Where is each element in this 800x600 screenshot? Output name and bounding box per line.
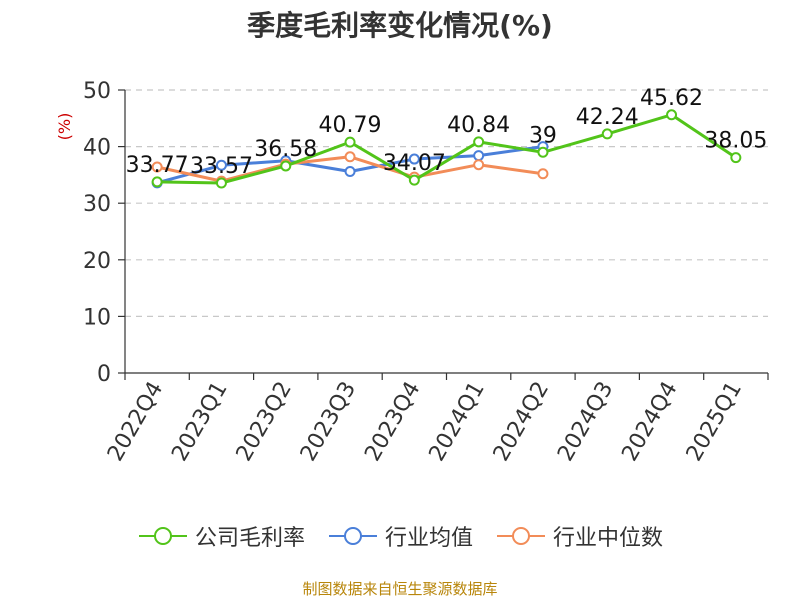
data-label: 40.84	[447, 113, 510, 138]
data-label: 42.24	[576, 105, 639, 130]
legend-dot	[343, 527, 362, 545]
data-label: 34.07	[383, 151, 446, 176]
data-point	[473, 136, 485, 148]
y-tick-label: 20	[83, 249, 111, 274]
data-label: 36.58	[254, 137, 317, 162]
data-point	[408, 153, 420, 165]
legend-marker-icon	[497, 527, 545, 545]
data-point	[537, 168, 549, 180]
legend: 公司毛利率 行业均值 行业中位数	[0, 520, 800, 552]
legend-item[interactable]: 行业均值	[327, 520, 473, 552]
legend-dot	[153, 527, 172, 545]
x-tick-label: 2023Q1	[167, 378, 232, 466]
data-point	[151, 176, 163, 188]
y-tick-label: 50	[83, 79, 111, 104]
data-point	[666, 109, 678, 121]
data-point	[601, 128, 613, 140]
data-label: 33.77	[126, 153, 189, 178]
x-tick-label: 2023Q3	[296, 378, 361, 466]
y-tick-label: 30	[83, 192, 111, 217]
data-label: 40.79	[319, 113, 382, 138]
legend-label: 行业均值	[384, 526, 473, 551]
data-point	[344, 151, 356, 163]
legend-item[interactable]: 行业中位数	[495, 520, 663, 552]
series-line	[157, 113, 737, 185]
data-point	[473, 159, 485, 171]
legend-marker-icon	[138, 527, 187, 545]
data-label: 38.05	[704, 129, 767, 154]
data-point	[344, 136, 356, 148]
y-tick-label: 40	[83, 136, 111, 161]
x-tick-label: 2024Q3	[553, 378, 618, 466]
series-layer	[151, 109, 742, 189]
data-point	[408, 174, 420, 186]
x-tick-label: 2024Q2	[489, 378, 554, 466]
data-point	[344, 166, 356, 178]
legend-item[interactable]: 公司毛利率	[137, 520, 305, 552]
axis-layer: 01020304050(%)2022Q42023Q12023Q22023Q320…	[55, 79, 769, 466]
legend-label: 公司毛利率	[194, 526, 305, 551]
x-tick-label: 2024Q1	[425, 378, 490, 466]
data-label: 33.57	[190, 154, 253, 179]
data-point	[215, 177, 227, 189]
x-tick-label: 2024Q4	[617, 378, 682, 466]
chart-title: 季度毛利率变化情况(%)	[247, 9, 553, 42]
legend-dot	[512, 527, 530, 545]
x-tick-label: 2023Q4	[360, 378, 425, 466]
data-point	[215, 159, 227, 171]
data-label: 39	[529, 123, 557, 148]
data-point	[473, 150, 485, 162]
data-point	[730, 152, 742, 164]
y-tick-label: 0	[97, 362, 111, 387]
grid-layer	[125, 89, 768, 317]
x-tick-label: 2023Q2	[232, 378, 297, 466]
y-axis-label: (%)	[55, 113, 74, 141]
x-tick-label: 2022Q4	[103, 378, 168, 466]
data-point	[280, 160, 292, 172]
data-point	[537, 146, 549, 158]
data-label: 45.62	[640, 86, 703, 111]
legend-label: 行业中位数	[553, 526, 664, 551]
legend-marker-icon	[328, 527, 377, 545]
x-tick-label: 2025Q1	[682, 378, 747, 466]
source-footer: 制图数据来自恒生聚源数据库	[302, 580, 498, 598]
y-tick-label: 10	[83, 305, 111, 330]
data-point	[151, 161, 163, 173]
